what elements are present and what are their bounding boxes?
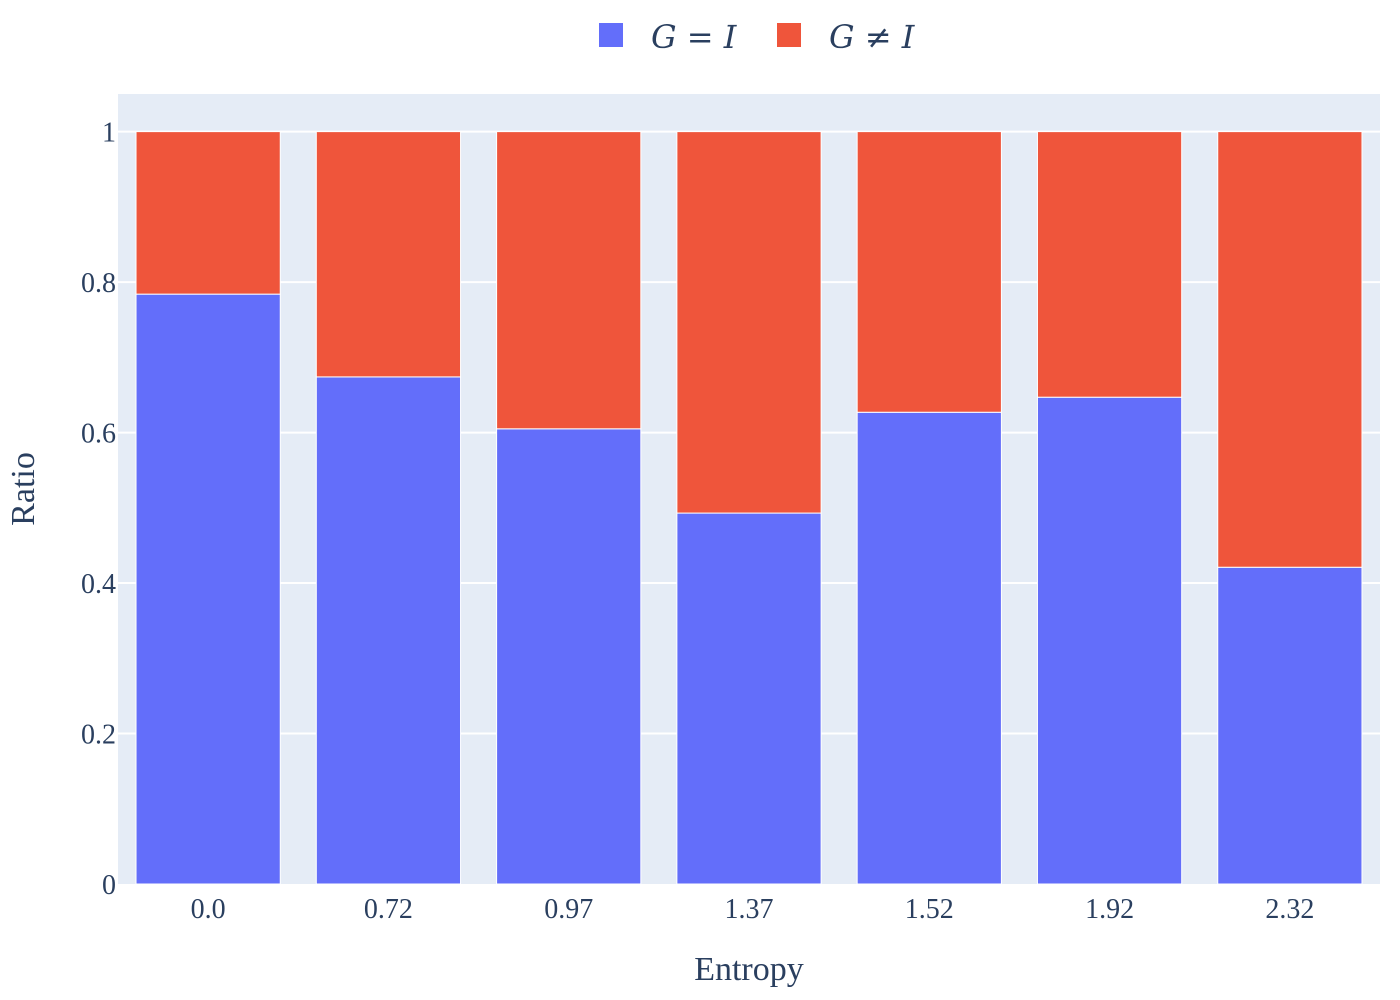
y-tick-label: 0.6 <box>81 419 116 450</box>
legend-swatch-g-equals-i <box>599 23 623 47</box>
legend: G = I G ≠ I <box>599 18 916 56</box>
bar-g-equals-i <box>1036 396 1183 885</box>
bar-g-equals-i <box>856 411 1002 885</box>
bars <box>135 131 1363 885</box>
x-tick-label: 1.92 <box>1085 894 1134 925</box>
y-axis-title: Ratio <box>5 452 42 526</box>
x-tick-label: 0.0 <box>191 894 226 925</box>
bar-g-equals-i <box>135 293 281 885</box>
bar-g-not-equals-i <box>1217 131 1363 568</box>
y-tick-label: 1 <box>102 118 116 149</box>
bar-g-equals-i <box>1217 566 1363 885</box>
bar-g-equals-i <box>315 376 462 885</box>
x-tick-label: 1.52 <box>905 894 954 925</box>
legend-label-g-equals-i: G = I <box>651 18 738 56</box>
bar-g-not-equals-i <box>135 131 281 295</box>
y-tick-label: 0.4 <box>81 569 116 600</box>
x-tick-label: 1.37 <box>725 894 774 925</box>
bar-g-not-equals-i <box>1036 131 1183 398</box>
bar-g-equals-i <box>496 428 642 885</box>
y-tick-label: 0.2 <box>81 720 116 751</box>
bar-g-equals-i <box>676 512 822 885</box>
bar-g-not-equals-i <box>676 131 822 514</box>
bar-g-not-equals-i <box>315 131 462 378</box>
x-tick-label: 0.72 <box>364 894 413 925</box>
x-tick-labels: 0.0 0.72 0.97 1.37 1.52 1.92 2.32 <box>191 894 1315 925</box>
legend-swatch-g-not-equals-i <box>777 23 801 47</box>
y-tick-label: 0.8 <box>81 268 116 299</box>
x-tick-label: 0.97 <box>544 894 593 925</box>
x-tick-label: 2.32 <box>1265 894 1314 925</box>
y-tick-labels: 0 0.2 0.4 0.6 0.8 1 <box>81 118 116 901</box>
y-tick-label: 0 <box>102 870 116 901</box>
bar-g-not-equals-i <box>496 131 642 430</box>
legend-label-g-not-equals-i: G ≠ I <box>829 18 916 56</box>
bar-g-not-equals-i <box>856 131 1002 413</box>
x-axis-title: Entropy <box>694 951 804 988</box>
